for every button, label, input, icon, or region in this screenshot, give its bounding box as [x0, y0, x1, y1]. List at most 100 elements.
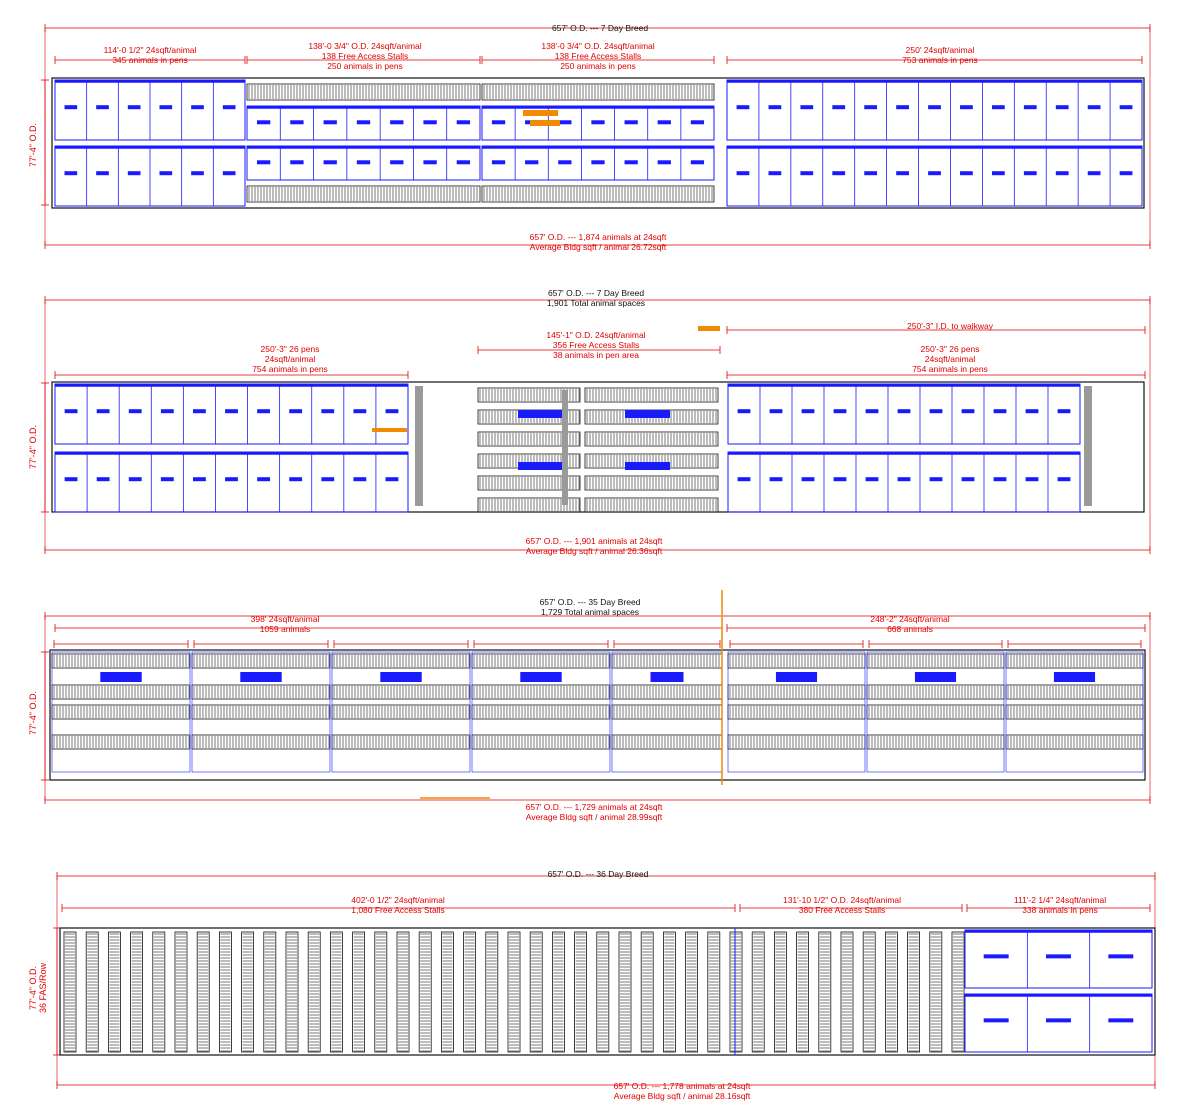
plan-1-section-2-label: 138'-0 3/4" O.D. 24sqft/animal 138 Free A…: [308, 41, 422, 71]
plan-3-footer: 657' O.D. --- 1,729 animals at 24sqft Ave…: [525, 802, 663, 822]
feeder: [289, 477, 303, 482]
feeder: [1055, 171, 1069, 176]
stall-row: [51, 704, 191, 720]
stall-column: [729, 931, 743, 1053]
stall-column: [929, 931, 943, 1053]
plan-4-height-label: 77'-4" O.D. 36 FAS/Row: [28, 962, 48, 1014]
stall-column: [574, 931, 587, 1053]
pen-row: [727, 451, 1081, 513]
stall-column: [507, 931, 521, 1053]
feeder: [833, 477, 847, 482]
stall-row: [331, 734, 471, 750]
feeder: [1055, 105, 1069, 110]
feeder: [390, 120, 404, 125]
feeder: [518, 462, 563, 470]
feeder: [769, 477, 783, 482]
pen-row: [726, 79, 1143, 141]
stall-column: [418, 931, 432, 1053]
stall-column: [196, 931, 210, 1053]
bay: [331, 651, 471, 773]
feeder: [191, 105, 204, 110]
plan-2-footer: 657' O.D. --- 1,901 animals at 24sqft Ave…: [525, 536, 663, 556]
plan-4-section-1-label: 402'-0 1/2" 24sqft/animal 1,080 Free Acce…: [351, 895, 445, 915]
pen-row: [727, 383, 1081, 445]
feeder: [64, 171, 78, 176]
feeder: [624, 120, 638, 125]
feeder: [1119, 105, 1133, 110]
pen-row: [481, 105, 715, 141]
feeder: [1025, 409, 1039, 414]
stall-row: [584, 387, 719, 403]
feeder: [191, 171, 204, 176]
feeder: [225, 409, 238, 414]
feeder: [1025, 477, 1039, 482]
pen-row: [726, 145, 1143, 207]
feeder: [160, 477, 174, 482]
stall-row: [1005, 734, 1144, 750]
feeder: [657, 160, 671, 165]
feeder: [864, 105, 878, 110]
stall-row: [477, 431, 581, 447]
stall-row: [611, 653, 723, 669]
feeder: [323, 160, 337, 165]
stall-row: [477, 497, 581, 513]
plan-1-section-4-label: 250' 24sqft/animal 753 animals in pens: [902, 45, 978, 65]
pen-row: [54, 451, 409, 513]
feeder: [1046, 954, 1071, 959]
feeder: [833, 409, 847, 414]
stall-row: [246, 185, 481, 203]
feeder: [222, 171, 236, 176]
bay: [611, 651, 723, 773]
feeder: [800, 105, 814, 110]
stall-column: [885, 931, 898, 1053]
stall-row: [471, 734, 611, 750]
feeder: [385, 477, 399, 482]
feeder: [525, 160, 539, 165]
plan-3-section-2-label: 248'-2" 24sqft/animal 668 animals: [870, 614, 950, 634]
feeder: [1057, 477, 1071, 482]
stall-column: [840, 931, 854, 1053]
pen-row: [54, 383, 409, 445]
feeder: [160, 409, 174, 414]
stall-column: [374, 931, 388, 1053]
stall-row: [481, 83, 715, 101]
feeder: [736, 105, 750, 110]
stall-column: [241, 931, 255, 1053]
plan-2-section-4-label: 250'-3" 26 pens 24sqft/animal 754 animals …: [912, 344, 988, 374]
plan-3-drawing: [41, 590, 1151, 804]
feeder: [897, 477, 911, 482]
feeder: [323, 120, 337, 125]
feeder: [832, 105, 846, 110]
bay: [727, 651, 866, 773]
feeder: [896, 171, 909, 176]
feeder: [736, 171, 750, 176]
stall-row: [477, 475, 581, 491]
feeder: [801, 477, 815, 482]
stall-column: [663, 931, 676, 1053]
feeder: [737, 477, 751, 482]
bay: [191, 651, 331, 773]
stall-column: [640, 931, 654, 1053]
bay: [471, 651, 611, 773]
pen-row: [481, 145, 715, 181]
stall-column: [174, 931, 188, 1053]
plan-4-footer: 657' O.D. --- 1,778 animals at 24sqft Ave…: [613, 1081, 751, 1101]
stall-row: [191, 684, 331, 700]
feeder: [225, 477, 238, 482]
feeder: [800, 171, 814, 176]
feeder: [222, 105, 236, 110]
plan-1-drawing: [41, 24, 1151, 249]
feeder: [159, 171, 173, 176]
plan-3-title: 657' O.D. --- 35 Day Breed 1,729 Total an…: [539, 597, 641, 617]
feeder: [257, 477, 271, 482]
feeder: [1057, 409, 1071, 414]
plan-1-title: 657' O.D. --- 7 Day Breed: [551, 23, 649, 33]
plan-2-drawing: [41, 296, 1151, 554]
feeder: [983, 1018, 1009, 1023]
floor-plan-3: 657' O.D. --- 35 Day Breed 1,729 Total an…: [0, 590, 1194, 840]
plan-1-section-1-label: 114'-0 1/2" 24sqft/animal 345 animals in …: [103, 45, 197, 65]
stall-column: [63, 931, 77, 1053]
feeder: [290, 120, 304, 125]
stall-row: [584, 475, 719, 491]
feeder: [775, 672, 818, 682]
